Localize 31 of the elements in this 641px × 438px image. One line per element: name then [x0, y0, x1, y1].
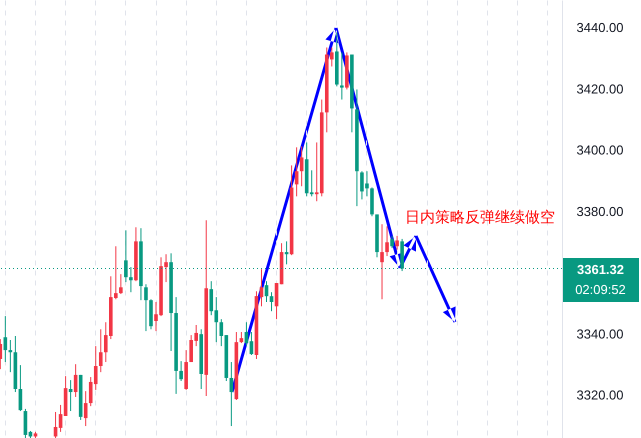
y-tick-label: 3380.00	[576, 204, 624, 219]
candlestick	[8, 339, 12, 373]
candlestick	[144, 284, 148, 332]
candlestick	[300, 146, 304, 187]
candlestick	[4, 316, 8, 363]
y-tick-label: 3420.00	[576, 81, 624, 96]
candlestick	[340, 52, 344, 100]
y-tick-label: 3400.00	[576, 142, 624, 158]
candlestick	[395, 235, 399, 250]
candlestick	[84, 390, 88, 427]
candlestick	[390, 235, 394, 249]
candlestick	[179, 360, 183, 382]
candlestick	[270, 292, 274, 312]
candlestick	[284, 240, 288, 265]
y-tick-label: 3320.00	[576, 388, 624, 403]
candlestick	[74, 364, 78, 398]
candlestick	[98, 328, 103, 373]
candlestick	[18, 364, 22, 412]
candlestick	[385, 226, 389, 257]
y-tick-label: 3440.00	[576, 20, 624, 36]
candlestick	[68, 380, 72, 412]
candlestick	[230, 362, 234, 427]
ref-line-label: 3361.32	[576, 260, 625, 279]
candlestick	[380, 224, 384, 300]
y-tick-label: 3340.00	[576, 326, 624, 342]
candlestick	[294, 146, 298, 197]
candlestick	[119, 274, 123, 295]
annotation: 日内策略反弹继续做空	[405, 208, 555, 227]
candlestick	[264, 280, 268, 303]
text: 02:09:52	[574, 280, 627, 299]
candlestick	[240, 332, 244, 344]
